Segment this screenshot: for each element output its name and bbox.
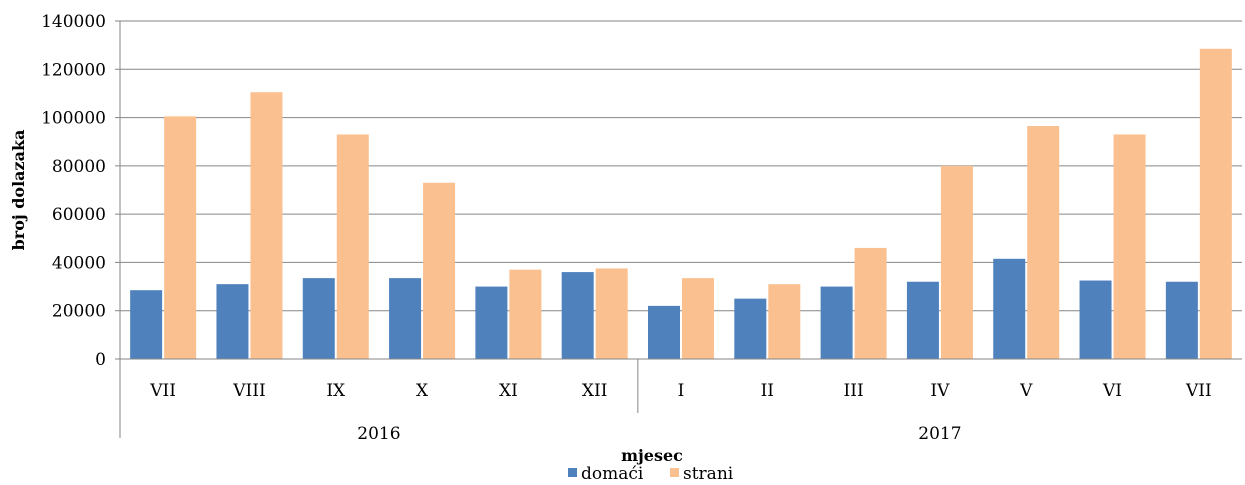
bar-strani — [336, 134, 369, 359]
bar-domaci — [1165, 281, 1198, 359]
x-category-labels: VII VIII IX X XI XII I II III IV V VI VII — [149, 381, 1211, 401]
x-category-label: VI — [1102, 381, 1122, 401]
x-axis-title: mjesec — [621, 446, 683, 465]
legend-swatch — [670, 468, 679, 477]
x-category-label: IV — [930, 381, 950, 401]
bar-strani — [423, 182, 456, 359]
bar-domaci — [734, 298, 767, 359]
bar-domaci — [648, 305, 680, 359]
x-category-label: III — [844, 381, 864, 401]
x-category-label: IX — [326, 381, 346, 401]
bar-strani — [509, 269, 542, 359]
y-tick-label: 0 — [95, 350, 106, 370]
bar-strani — [1113, 134, 1146, 359]
bar-domaci — [1079, 280, 1112, 359]
legend: domaći strani — [568, 464, 734, 484]
bar-domaci — [561, 272, 594, 359]
y-tick-label: 100000 — [41, 109, 106, 129]
y-tick-label: 80000 — [52, 157, 106, 177]
x-group-label: 2016 — [357, 424, 400, 444]
y-tick-labels: 0 20000 40000 60000 80000 100000 120000 140000 — [41, 12, 106, 370]
bar-strani — [854, 247, 887, 359]
y-axis-title: broj dolazaka — [9, 130, 28, 251]
bar-strani — [940, 165, 973, 359]
x-category-label: I — [678, 381, 685, 401]
x-group-label: 2017 — [918, 424, 961, 444]
bar-strani — [1199, 48, 1232, 360]
bars — [130, 48, 1232, 360]
y-tick-label: 60000 — [52, 205, 106, 225]
legend-label: domaći — [581, 464, 644, 484]
axes — [119, 21, 1242, 438]
y-tick-label: 140000 — [41, 12, 106, 32]
bar-domaci — [130, 290, 163, 359]
bar-domaci — [906, 281, 939, 359]
x-group-labels: 2016 2017 — [357, 424, 961, 444]
x-category-label: XII — [582, 381, 608, 401]
legend-label: strani — [683, 464, 734, 484]
x-category-label: V — [1019, 381, 1033, 401]
bar-strani — [1027, 126, 1060, 360]
x-category-label: X — [416, 381, 429, 401]
bar-domaci — [389, 278, 422, 359]
y-tick-label: 120000 — [41, 60, 106, 80]
bar-domaci — [216, 284, 249, 359]
x-category-label: VII — [149, 381, 176, 401]
bar-domaci — [993, 258, 1026, 359]
x-category-label: VII — [1185, 381, 1212, 401]
x-category-label: VIII — [232, 381, 265, 401]
bar-domaci — [302, 278, 335, 359]
x-category-label: II — [761, 381, 774, 401]
y-tick-label: 40000 — [52, 253, 106, 273]
bar-strani — [595, 268, 628, 359]
bar-strani — [768, 284, 801, 359]
bar-domaci — [820, 286, 853, 359]
bar-strani — [250, 92, 283, 359]
y-tick-label: 20000 — [52, 302, 106, 322]
x-category-label: XI — [499, 381, 518, 401]
bar-strani — [164, 116, 197, 359]
bar-strani — [682, 278, 714, 359]
legend-swatch — [568, 468, 577, 477]
bar-domaci — [475, 286, 508, 359]
